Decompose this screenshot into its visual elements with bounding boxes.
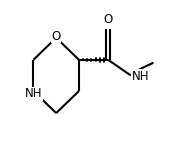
Text: O: O [52,30,61,43]
Text: O: O [103,13,113,26]
Text: NH: NH [25,87,42,100]
Text: NH: NH [131,70,149,83]
